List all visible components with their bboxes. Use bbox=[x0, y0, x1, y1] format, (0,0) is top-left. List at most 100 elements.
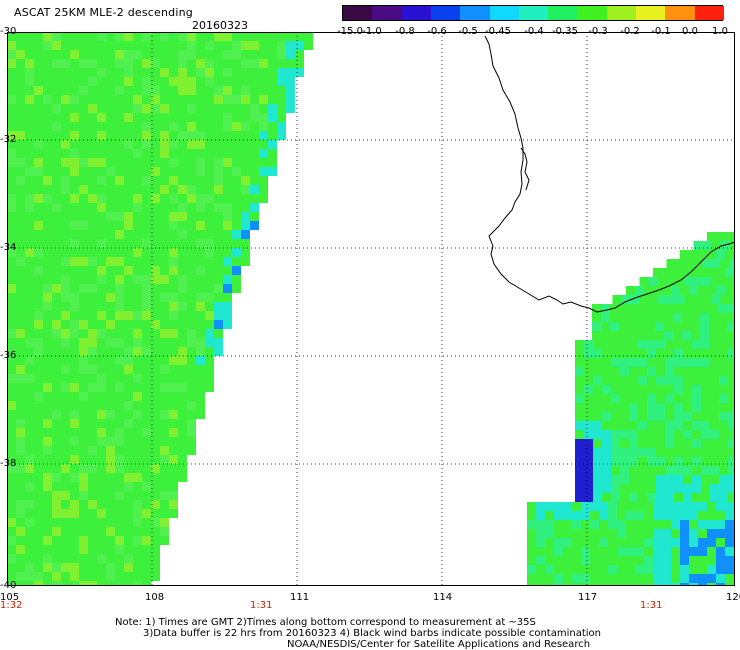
field-cell bbox=[232, 203, 241, 212]
field-cell bbox=[214, 122, 223, 131]
field-cell bbox=[124, 500, 133, 509]
field-cell bbox=[268, 86, 277, 95]
field-cell bbox=[88, 464, 97, 473]
field-cell bbox=[656, 403, 665, 412]
field-cell bbox=[602, 493, 611, 502]
field-cell bbox=[611, 403, 620, 412]
field-cell bbox=[106, 257, 115, 266]
field-cell bbox=[205, 86, 214, 95]
field-cell bbox=[160, 455, 169, 464]
field-cell bbox=[635, 556, 644, 565]
field-cell bbox=[196, 185, 205, 194]
field-cell bbox=[115, 338, 124, 347]
field-cell bbox=[106, 266, 115, 275]
field-cell bbox=[563, 502, 572, 511]
field-cell bbox=[97, 311, 106, 320]
field-cell bbox=[691, 331, 700, 340]
field-cell bbox=[34, 275, 43, 284]
field-cell bbox=[536, 574, 545, 583]
field-cell bbox=[151, 455, 160, 464]
field-cell bbox=[52, 167, 61, 176]
field-cell bbox=[719, 394, 728, 403]
field-cell bbox=[106, 410, 115, 419]
field-cell bbox=[673, 322, 682, 331]
field-cell bbox=[70, 365, 79, 374]
field-cell bbox=[617, 502, 626, 511]
field-cell bbox=[664, 313, 673, 322]
field-cell bbox=[602, 349, 611, 358]
field-cell bbox=[719, 358, 728, 367]
field-cell bbox=[97, 95, 106, 104]
field-cell bbox=[16, 419, 25, 428]
field-cell bbox=[241, 185, 250, 194]
field-cell bbox=[169, 104, 178, 113]
footer-notes: Note: 1) Times are GMT 2)Times along bot… bbox=[115, 617, 601, 650]
field-cell bbox=[79, 365, 88, 374]
field-cell bbox=[250, 86, 259, 95]
field-cell bbox=[214, 338, 223, 347]
field-cell bbox=[725, 538, 734, 547]
field-cell bbox=[151, 419, 160, 428]
field-cell bbox=[43, 248, 52, 257]
field-cell bbox=[160, 50, 169, 59]
field-cell bbox=[7, 464, 16, 473]
field-cell bbox=[653, 556, 662, 565]
field-cell bbox=[160, 104, 169, 113]
field-cell bbox=[133, 32, 142, 41]
field-cell bbox=[584, 349, 593, 358]
field-cell bbox=[34, 581, 43, 586]
field-cell bbox=[25, 185, 34, 194]
field-cell bbox=[599, 556, 608, 565]
field-cell bbox=[151, 140, 160, 149]
field-cell bbox=[133, 77, 142, 86]
field-cell bbox=[124, 194, 133, 203]
field-cell bbox=[683, 484, 692, 493]
field-cell bbox=[124, 158, 133, 167]
field-cell bbox=[124, 356, 133, 365]
field-cell bbox=[97, 293, 106, 302]
field-cell bbox=[61, 257, 70, 266]
field-cell bbox=[124, 437, 133, 446]
field-cell bbox=[554, 511, 563, 520]
field-cell bbox=[61, 266, 70, 275]
field-cell bbox=[142, 122, 151, 131]
field-cell bbox=[97, 176, 106, 185]
field-cell bbox=[671, 286, 680, 295]
field-cell bbox=[638, 412, 647, 421]
colorbar-labels: -15.0 -1.0 -0.8 -0.6 -0.5 -0.45 -0.4 -0.35 -0.3-… bbox=[330, 26, 740, 40]
field-cell bbox=[124, 167, 133, 176]
field-cell bbox=[79, 248, 88, 257]
field-cell bbox=[599, 574, 608, 583]
field-cell bbox=[304, 32, 313, 41]
field-cell bbox=[647, 466, 656, 475]
field-cell bbox=[61, 383, 70, 392]
field-cell bbox=[674, 439, 683, 448]
field-cell bbox=[115, 320, 124, 329]
field-cell bbox=[259, 50, 268, 59]
field-cell bbox=[43, 50, 52, 59]
field-cell bbox=[187, 284, 196, 293]
field-cell bbox=[25, 383, 34, 392]
field-cell bbox=[653, 520, 662, 529]
field-cell bbox=[178, 230, 187, 239]
field-cell bbox=[115, 536, 124, 545]
field-cell bbox=[52, 563, 61, 572]
field-cell bbox=[70, 95, 79, 104]
field-cell bbox=[169, 464, 178, 473]
field-cell bbox=[115, 500, 124, 509]
field-cell bbox=[728, 376, 735, 385]
field-cell bbox=[647, 376, 656, 385]
colorbar-tick-label: -0.1 bbox=[651, 26, 671, 37]
field-cell bbox=[88, 203, 97, 212]
field-cell bbox=[286, 68, 295, 77]
field-cell bbox=[214, 248, 223, 257]
field-cell bbox=[160, 374, 169, 383]
field-cell bbox=[692, 367, 701, 376]
field-cell bbox=[97, 491, 106, 500]
field-cell bbox=[590, 565, 599, 574]
field-cell bbox=[52, 293, 61, 302]
field-cell bbox=[34, 545, 43, 554]
field-cell bbox=[581, 520, 590, 529]
field-cell bbox=[725, 520, 734, 529]
field-cell bbox=[727, 331, 735, 340]
